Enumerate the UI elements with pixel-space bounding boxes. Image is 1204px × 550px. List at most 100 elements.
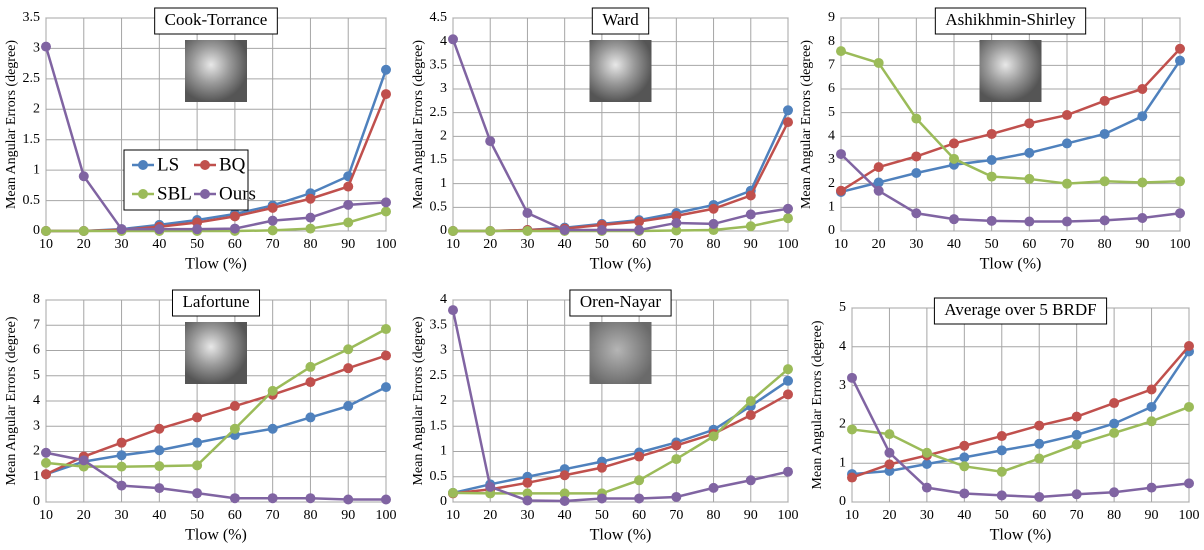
point [267, 225, 278, 236]
point [154, 224, 165, 235]
point [229, 211, 240, 222]
y-tick-label: 3 [839, 378, 846, 393]
y-axis-label: Mean Angular Errors (degree) [411, 40, 426, 209]
point [522, 226, 533, 236]
point [1109, 427, 1120, 438]
point [78, 455, 89, 466]
legend-label: LS [157, 154, 179, 175]
y-tick-label: 4 [440, 34, 447, 49]
y-tick-label: 2 [33, 444, 40, 459]
legend [123, 149, 249, 211]
point [1109, 398, 1120, 409]
x-tick-label: 100 [376, 508, 397, 523]
series-line [840, 47, 1181, 192]
point [192, 437, 203, 448]
point [305, 412, 316, 423]
point [267, 493, 278, 504]
y-tick-label: 0.5 [430, 469, 448, 484]
series-line [851, 350, 1191, 476]
series-line [851, 345, 1190, 479]
x-tick-label: 50 [985, 237, 999, 252]
point [596, 225, 607, 236]
point [381, 494, 391, 505]
x-tick-label: 40 [558, 508, 572, 523]
point [41, 226, 51, 236]
point [154, 423, 165, 434]
point [671, 225, 682, 236]
x-tick-label: 60 [228, 237, 242, 252]
series-line [44, 46, 387, 231]
point [1024, 118, 1035, 129]
point [745, 209, 756, 220]
y-tick-label: 2.5 [430, 105, 448, 120]
y-tick-label: 3.5 [430, 317, 448, 332]
point [1024, 147, 1035, 158]
point [267, 423, 278, 434]
point [116, 224, 127, 235]
point [116, 461, 127, 472]
y-tick-label: 0 [828, 223, 835, 238]
x-tick-label: 50 [190, 508, 204, 523]
point [959, 488, 970, 499]
x-tick-label: 90 [341, 508, 355, 523]
point [1071, 489, 1082, 500]
point [783, 203, 793, 214]
x-tick-label: 80 [707, 237, 721, 252]
point [596, 493, 607, 504]
point [381, 350, 391, 361]
point [1146, 482, 1157, 493]
chart-title: Ward [602, 10, 639, 29]
point [959, 452, 970, 463]
x-tick-label: 30 [909, 237, 923, 252]
x-tick-label: 40 [947, 237, 961, 252]
brdf-sphere-image [589, 40, 652, 102]
x-tick-label: 30 [520, 508, 534, 523]
point [41, 447, 51, 458]
point [343, 181, 354, 192]
series-line [45, 451, 386, 501]
point [783, 364, 793, 375]
legend-swatch [138, 189, 148, 199]
x-tick-label: 20 [483, 237, 497, 252]
y-tick-label: 4.5 [430, 10, 448, 25]
point [986, 128, 997, 139]
point [1184, 341, 1194, 352]
point [381, 64, 391, 75]
series-line [45, 385, 387, 476]
y-tick-label: 3 [33, 41, 40, 56]
x-tick-label: 10 [845, 508, 859, 523]
point [381, 324, 391, 335]
x-tick-label: 70 [1060, 237, 1074, 252]
title-box [154, 7, 278, 35]
point [911, 168, 922, 179]
point [41, 457, 51, 468]
legend-swatch [200, 160, 210, 170]
y-tick-label: 7 [828, 58, 835, 73]
point [634, 216, 645, 227]
series-line [452, 393, 789, 495]
y-tick-label: 4 [839, 339, 846, 354]
point [1071, 411, 1082, 422]
x-tick-label: 10 [834, 237, 848, 252]
point [381, 206, 391, 217]
point [1034, 420, 1045, 431]
point [522, 208, 533, 219]
title-box [569, 289, 672, 317]
chart-title: Cook-Torrance [165, 10, 268, 29]
point [267, 215, 278, 226]
point [1024, 173, 1035, 184]
x-tick-label: 20 [882, 508, 896, 523]
point [986, 171, 997, 182]
series-line [840, 49, 1181, 185]
point [671, 454, 682, 465]
point [343, 494, 354, 505]
y-tick-label: 5 [828, 105, 835, 120]
y-tick-label: 3.5 [23, 10, 41, 25]
x-tick-label: 60 [228, 508, 242, 523]
point [522, 477, 533, 488]
brdf-sphere-image [589, 322, 652, 384]
point [708, 431, 719, 442]
x-tick-label: 100 [778, 237, 799, 252]
point [1109, 487, 1120, 498]
point [996, 445, 1007, 456]
